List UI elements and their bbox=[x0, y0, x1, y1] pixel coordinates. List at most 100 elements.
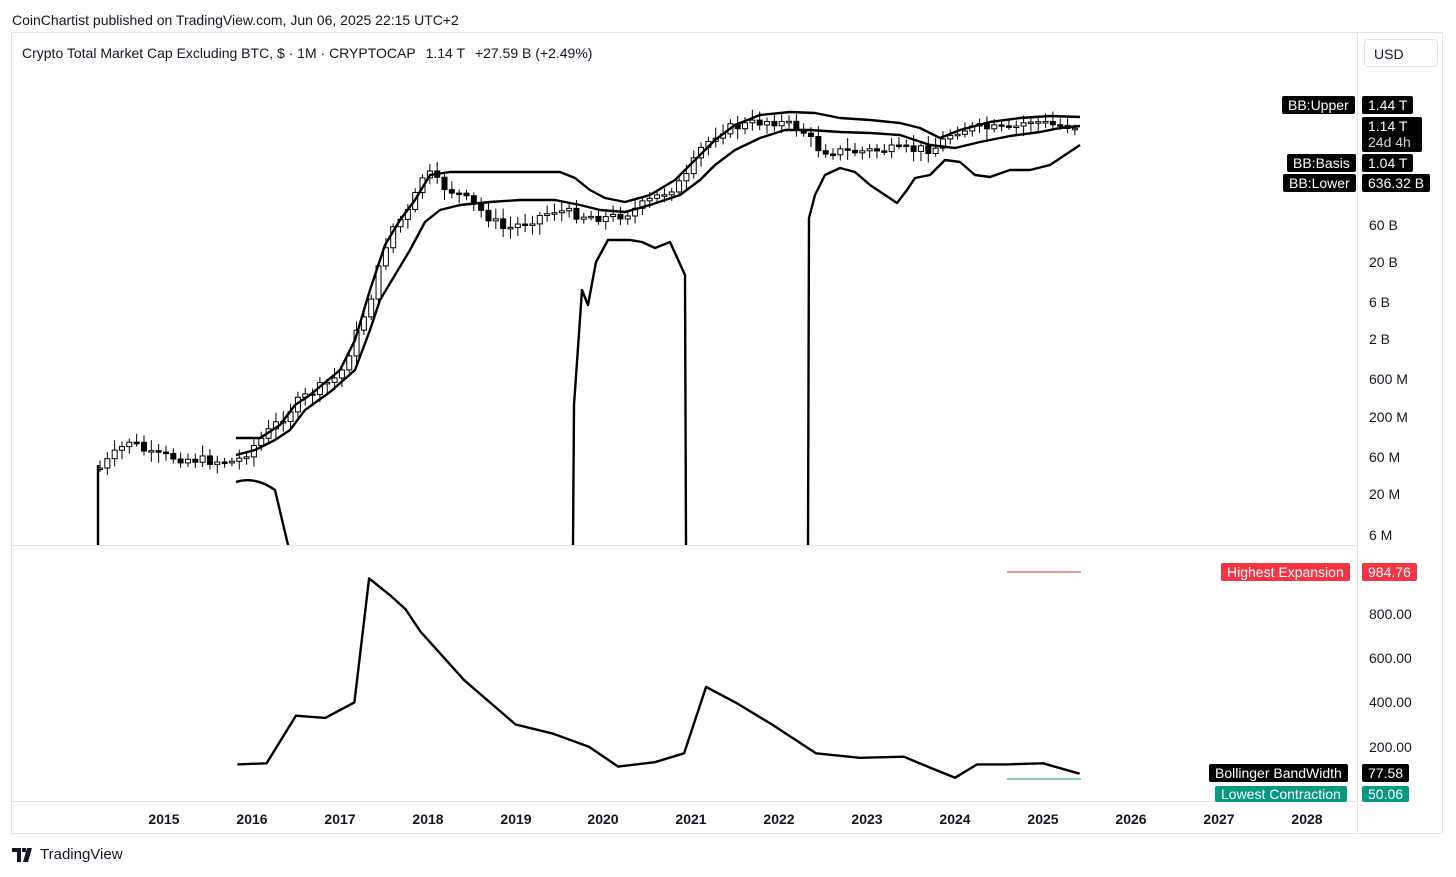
candle-body bbox=[954, 133, 961, 137]
candle-body bbox=[844, 148, 851, 151]
candle-body bbox=[463, 192, 470, 197]
bw-axis-label: 200.00 bbox=[1369, 739, 1412, 755]
time-axis-label: 2023 bbox=[851, 811, 883, 827]
candle-body bbox=[529, 223, 536, 226]
candle-body bbox=[1035, 121, 1042, 124]
time-axis-label: 2027 bbox=[1203, 811, 1235, 827]
time-axis-label: 2024 bbox=[939, 811, 971, 827]
candle-body bbox=[932, 147, 939, 154]
candle-body bbox=[873, 148, 880, 152]
bb-upper-line bbox=[236, 110, 1081, 440]
bar-countdown: 24d 4h bbox=[1368, 134, 1411, 150]
candle-body bbox=[749, 119, 756, 124]
candle-body bbox=[221, 461, 228, 464]
price-axis-label: 20 B bbox=[1369, 254, 1398, 270]
candle-body bbox=[514, 223, 521, 228]
symbol-change: +27.59 B (+2.49%) bbox=[474, 45, 593, 61]
bb-lower-tag-label: BB:Lower bbox=[1283, 174, 1356, 192]
brand-name: TradingView bbox=[40, 846, 123, 863]
candle-body bbox=[822, 150, 829, 155]
candle-body bbox=[236, 457, 243, 462]
time-axis-label: 2017 bbox=[324, 811, 356, 827]
bw-axis-label: 400.00 bbox=[1369, 694, 1412, 710]
bandwidth-line bbox=[237, 577, 1080, 779]
candle-body bbox=[778, 120, 785, 127]
time-axis-label: 2015 bbox=[148, 811, 180, 827]
candle-body bbox=[1049, 120, 1056, 126]
candle-body bbox=[859, 150, 866, 154]
candle-body bbox=[118, 446, 125, 451]
candle-body bbox=[881, 150, 888, 153]
candle-body bbox=[104, 458, 111, 469]
candle-body bbox=[786, 120, 793, 124]
time-axis-border bbox=[11, 801, 1357, 802]
candle-body bbox=[646, 197, 653, 202]
candle-body bbox=[895, 144, 902, 148]
price-axis-border bbox=[1357, 32, 1358, 834]
bb-basis-line bbox=[235, 124, 1081, 457]
candle-body bbox=[441, 176, 448, 191]
candle-body bbox=[368, 298, 375, 318]
highest-expansion-tag-label: Highest Expansion bbox=[1221, 563, 1350, 581]
candle-body bbox=[1027, 121, 1034, 124]
price-axis-label: 60 B bbox=[1369, 217, 1398, 233]
time-axis-label: 2018 bbox=[412, 811, 444, 827]
candle-body bbox=[624, 215, 631, 220]
candle-body bbox=[661, 194, 668, 197]
time-axis-label: 2026 bbox=[1115, 811, 1147, 827]
symbol-legend[interactable]: Crypto Total Market Cap Excluding BTC, $… bbox=[22, 45, 598, 61]
pane-divider[interactable] bbox=[11, 545, 1357, 546]
last-price-tag: 1.14 T 24d 4h bbox=[1362, 117, 1422, 152]
bw-axis-label: 600.00 bbox=[1369, 650, 1412, 666]
time-axis-label: 2025 bbox=[1027, 811, 1059, 827]
candle-body bbox=[456, 192, 463, 196]
time-axis-label: 2022 bbox=[763, 811, 795, 827]
tradingview-logo[interactable]: TradingView bbox=[12, 846, 123, 863]
candle-body bbox=[866, 148, 873, 152]
currency-button[interactable]: USD bbox=[1364, 39, 1438, 67]
candle-body bbox=[566, 207, 573, 212]
candle-body bbox=[228, 460, 235, 464]
candle-body bbox=[610, 213, 617, 217]
candle-body bbox=[668, 191, 675, 196]
price-axis-label: 2 B bbox=[1369, 331, 1391, 347]
candle-body bbox=[522, 223, 529, 227]
candle-body bbox=[184, 458, 191, 464]
bb-basis-tag-label: BB:Basis bbox=[1287, 154, 1356, 172]
candle-body bbox=[903, 144, 910, 148]
bb-upper-tag-label: BB:Upper bbox=[1282, 96, 1355, 114]
candle-body bbox=[998, 124, 1005, 127]
candle-body bbox=[551, 212, 558, 215]
candle-body bbox=[690, 157, 697, 174]
candle-body bbox=[214, 461, 221, 465]
candle-body bbox=[544, 213, 551, 216]
candle-body bbox=[764, 120, 771, 126]
candle-body bbox=[683, 172, 690, 182]
candle-body bbox=[492, 218, 499, 222]
candle-body bbox=[808, 132, 815, 138]
candle-body bbox=[1042, 120, 1049, 124]
candle-body bbox=[910, 145, 917, 152]
candle-body bbox=[851, 149, 858, 154]
price-axis-label: 60 M bbox=[1369, 449, 1401, 465]
symbol-last-value: 1.14 T bbox=[425, 45, 466, 61]
candle-body bbox=[558, 210, 565, 214]
candle-body bbox=[588, 215, 595, 219]
price-axis-label: 6 B bbox=[1369, 294, 1391, 310]
time-axis-label: 2021 bbox=[675, 811, 707, 827]
price-axis-label: 600 M bbox=[1369, 371, 1408, 387]
candle-body bbox=[448, 189, 455, 194]
candle-body bbox=[192, 458, 199, 463]
candle-body bbox=[815, 136, 822, 152]
candle-body bbox=[1005, 125, 1012, 128]
candle-body bbox=[507, 226, 514, 230]
lowest-contraction-tag-label: Lowest Contraction bbox=[1215, 786, 1347, 802]
candle-body bbox=[478, 202, 485, 211]
highest-expansion-tag-value: 984.76 bbox=[1362, 563, 1417, 581]
chart-frame bbox=[11, 32, 1443, 834]
candle-body bbox=[338, 369, 345, 379]
candle-body bbox=[155, 450, 162, 453]
bb-lower-tag-value: 636.32 B bbox=[1362, 174, 1431, 192]
candle-body bbox=[133, 441, 140, 445]
